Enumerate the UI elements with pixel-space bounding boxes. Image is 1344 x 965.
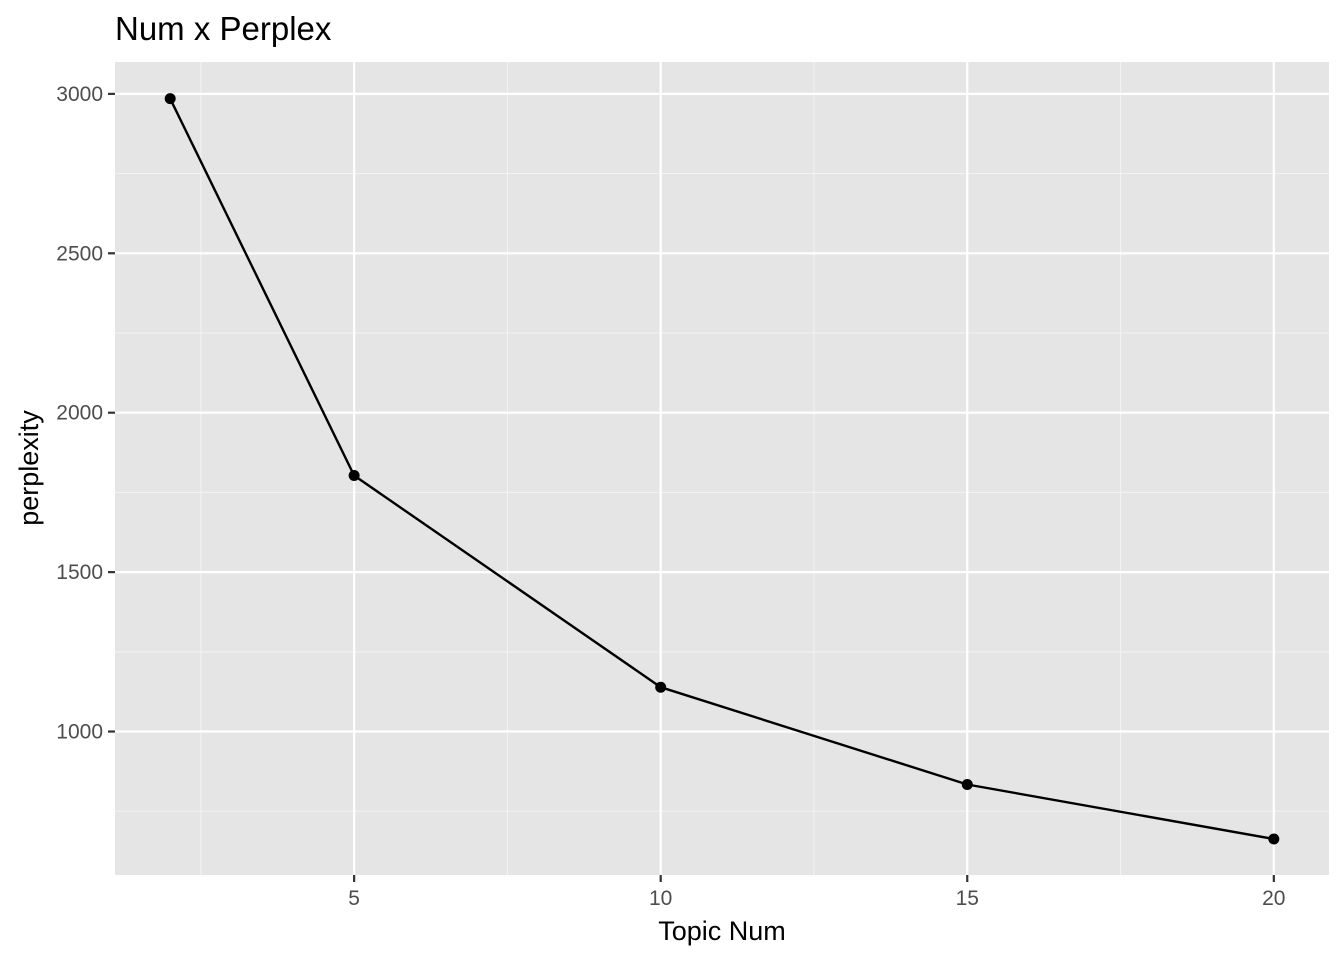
minor-gridlines: [115, 62, 1329, 875]
y-tick-label: 3000: [56, 83, 103, 106]
plot-panel: [115, 62, 1329, 875]
data-point: [164, 93, 176, 105]
x-tick-label: 20: [1262, 887, 1285, 910]
x-tick-label: 10: [649, 887, 672, 910]
y-tick-label: 1000: [56, 721, 103, 744]
x-tick-label: 15: [956, 887, 979, 910]
y-tick-label: 1500: [56, 561, 103, 584]
data-point: [655, 681, 667, 693]
series-layer: [164, 93, 1280, 845]
x-axis-title: Topic Num: [658, 916, 786, 946]
chart-title: Num x Perplex: [115, 10, 332, 47]
data-point: [348, 470, 360, 482]
y-tick-label: 2000: [56, 402, 103, 425]
data-point: [961, 778, 973, 790]
y-axis-title: perplexity: [14, 410, 44, 526]
data-point: [1268, 833, 1280, 845]
major-gridlines: [115, 62, 1329, 875]
y-tick-label: 2500: [56, 242, 103, 265]
y-axis: 1000 1500 2000 2500 3000: [56, 83, 115, 744]
x-tick-label: 5: [348, 887, 360, 910]
x-axis: 5 10 15 20: [348, 875, 1285, 910]
